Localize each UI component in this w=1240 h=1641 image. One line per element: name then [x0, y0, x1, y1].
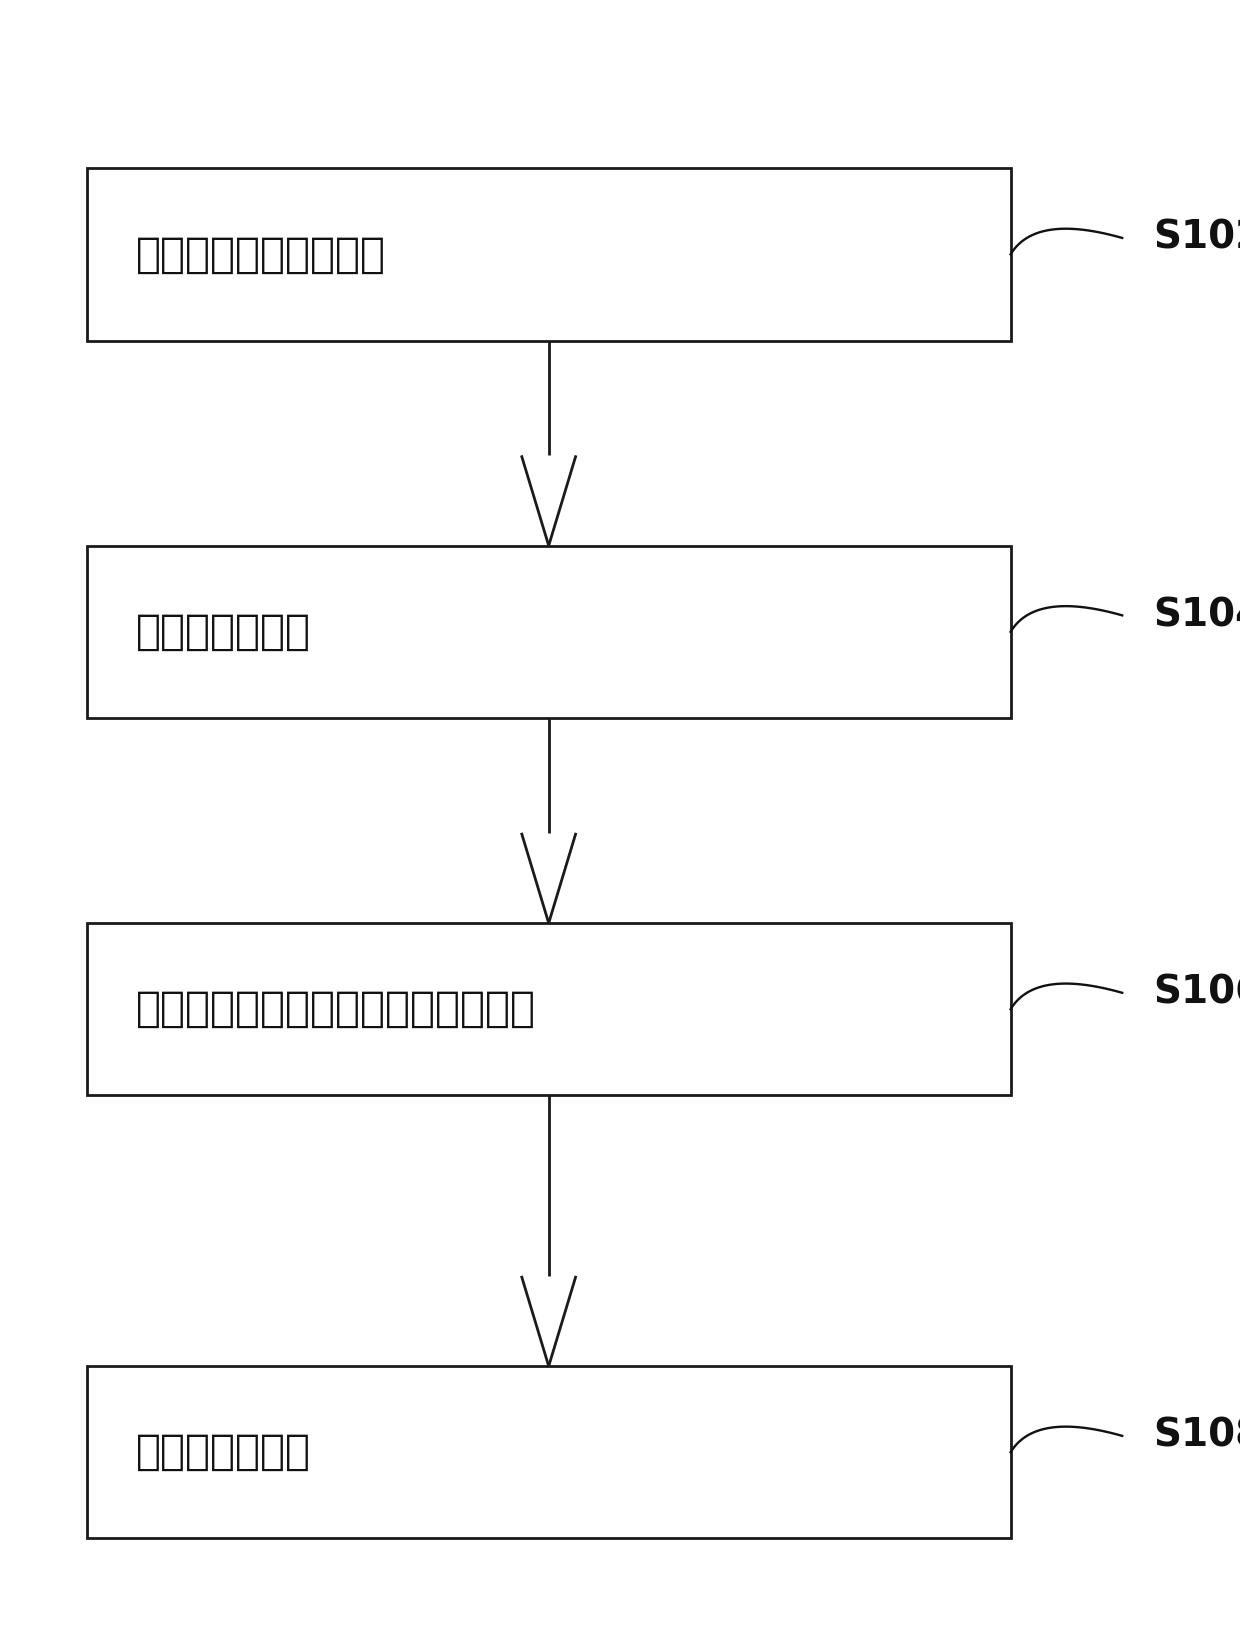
- Text: 实施导气及监测: 实施导气及监测: [136, 610, 311, 653]
- Text: S102: S102: [1153, 218, 1240, 258]
- Text: S104: S104: [1153, 596, 1240, 635]
- Bar: [87, 1365, 1011, 1539]
- Text: 比对判断及警示: 比对判断及警示: [136, 1431, 311, 1474]
- Text: 提供一致动传感器模块: 提供一致动传感器模块: [136, 233, 387, 276]
- Bar: [87, 167, 1011, 340]
- Text: 计算监测数值以取得一平均比对数值: 计算监测数值以取得一平均比对数值: [136, 988, 537, 1031]
- Text: S108: S108: [1153, 1416, 1240, 1456]
- Bar: [87, 545, 1011, 719]
- Bar: [87, 922, 1011, 1096]
- Text: S106: S106: [1153, 973, 1240, 1012]
